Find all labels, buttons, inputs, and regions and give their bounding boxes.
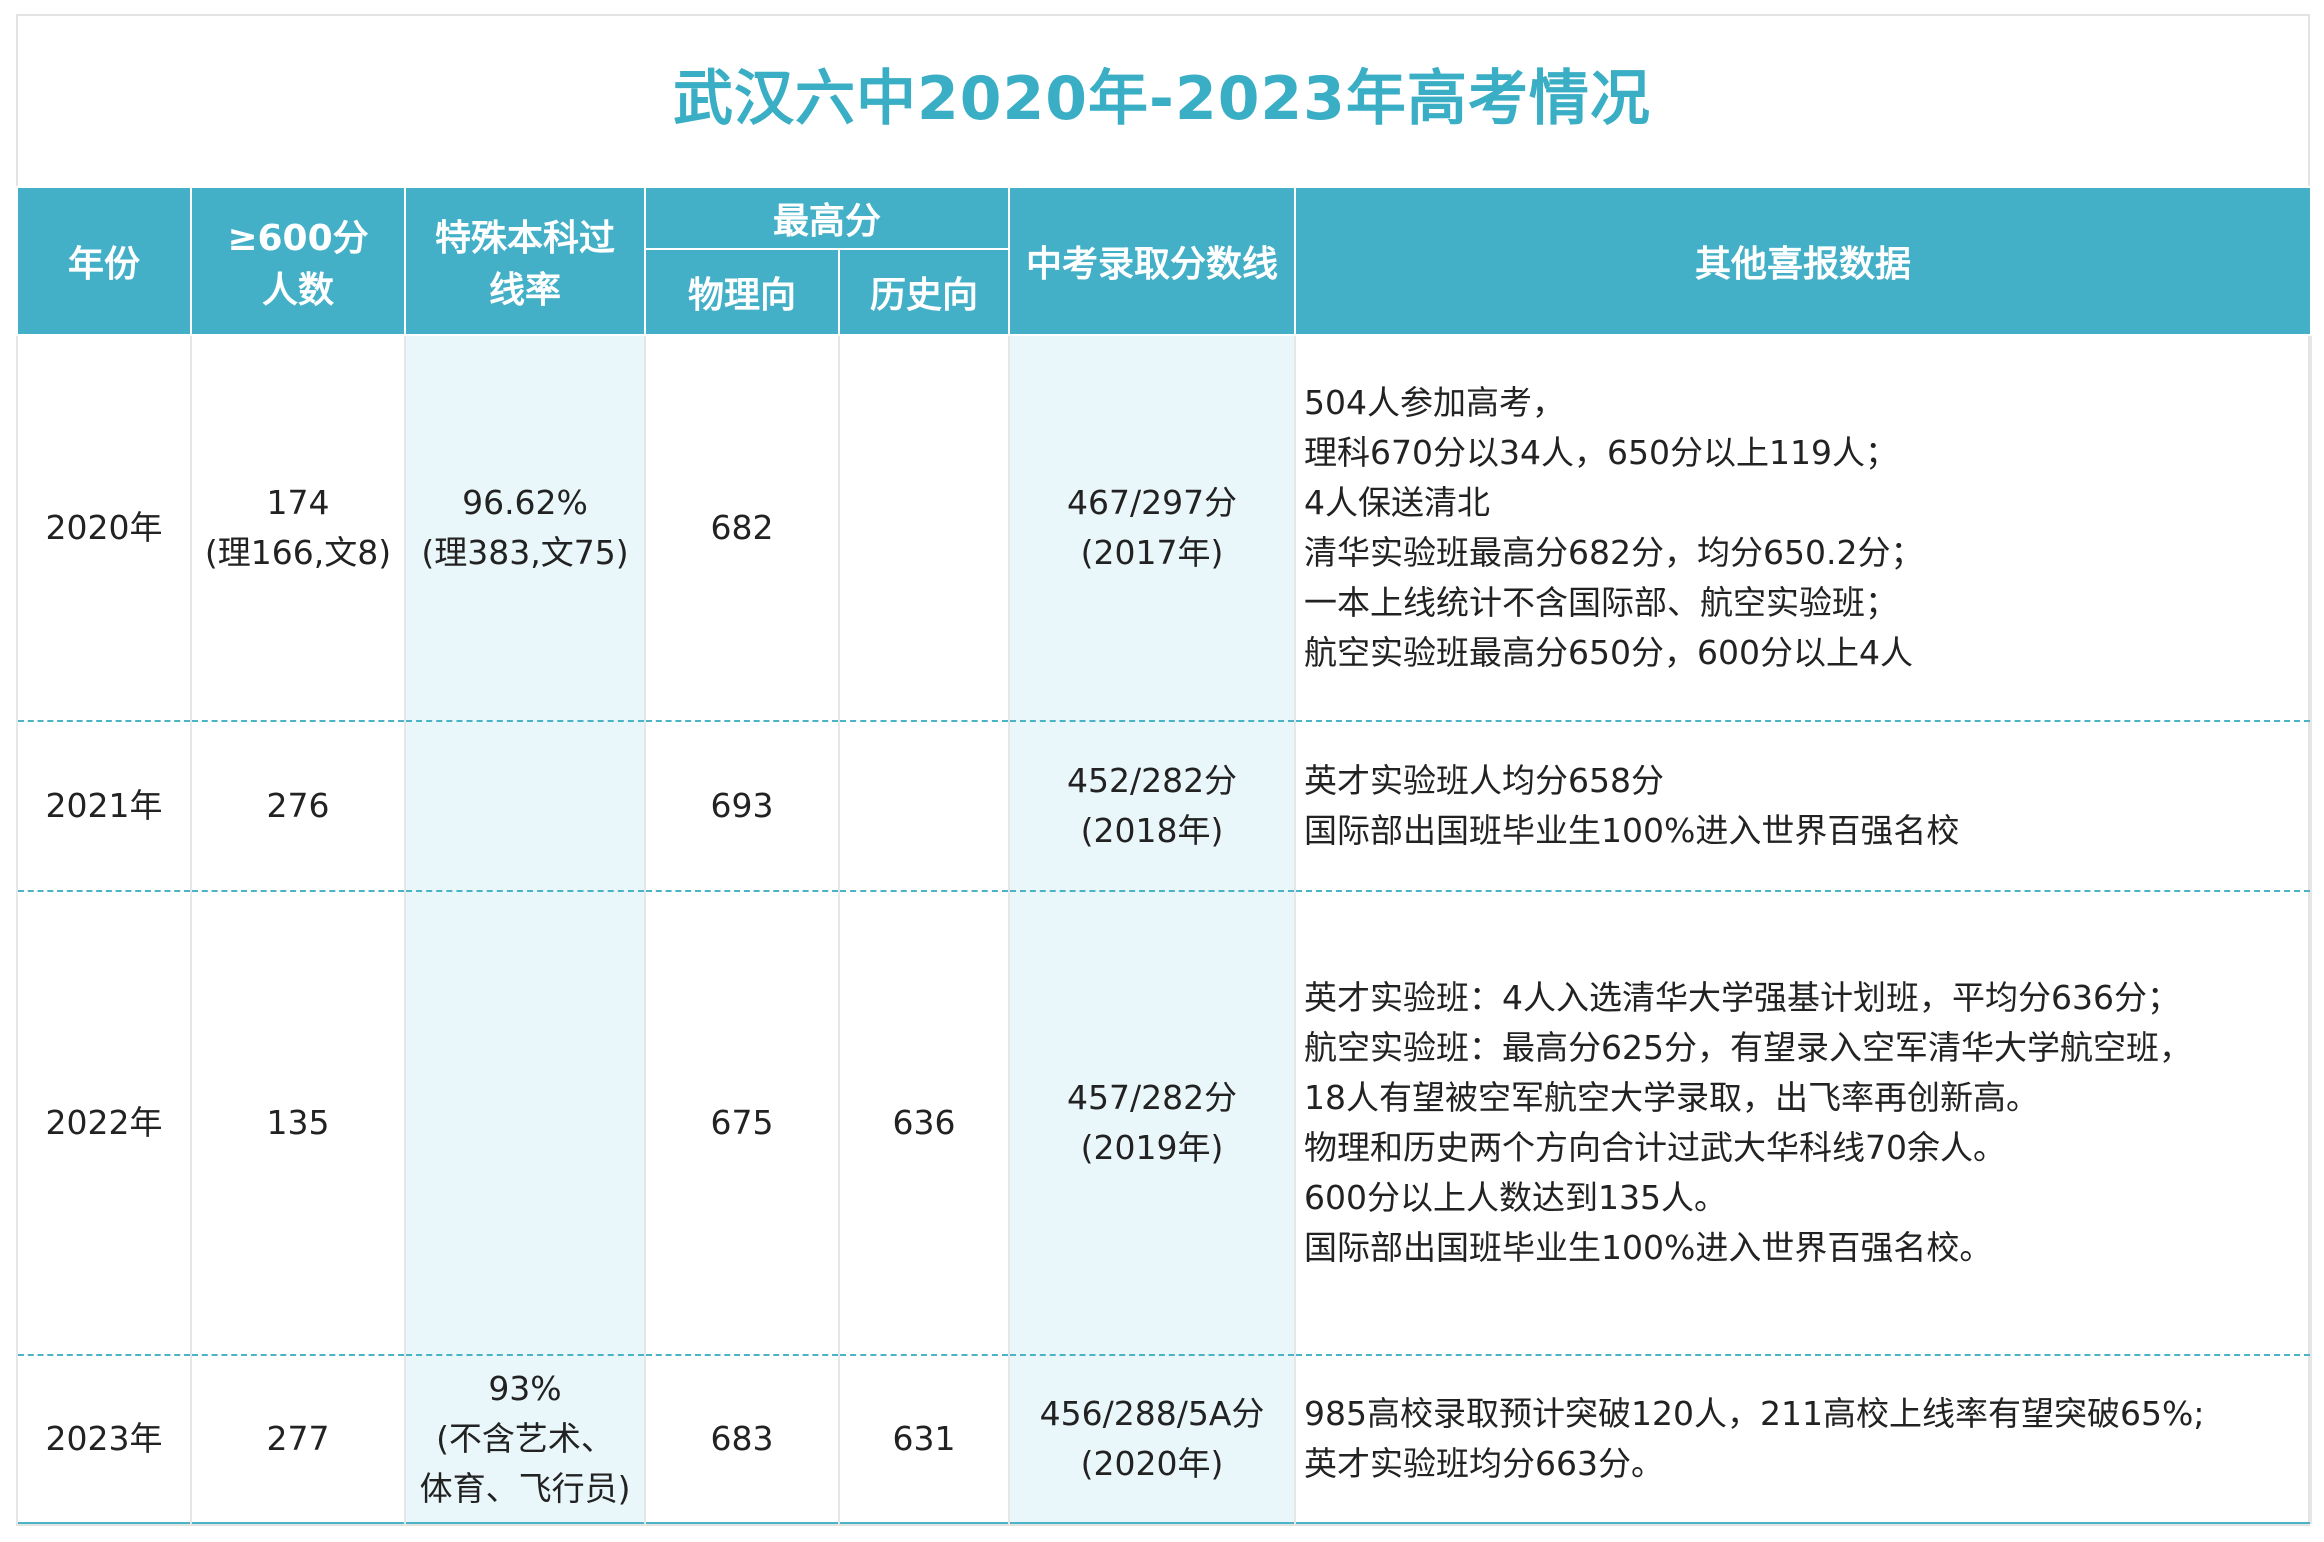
cell-over600: 174 (理166,文8) (190, 335, 406, 721)
cell-other: 英才实验班人均分658分国际部出国班毕业生100%进入世界百强名校 (1294, 721, 2313, 891)
cell-over600-line: (理166,文8) (204, 533, 392, 572)
header-over600-line2: 人数 (261, 270, 334, 311)
cell-year: 2020年 (16, 335, 192, 721)
cell-over600-line: 135 (266, 1103, 330, 1142)
header-other: 其他喜报数据 (1294, 186, 2313, 336)
cell-other: 985高校录取预计突破120人，211高校上线率有望突破65%; 英才实验班均分6… (1294, 1355, 2313, 1523)
cell-zhongkao-line: (2017年) (1080, 533, 1224, 572)
cell-zhongkao: 467/297分 (2017年) (1008, 335, 1297, 721)
cell-special (404, 721, 646, 891)
cell-other: 504人参加高考， 理科670分以34人，650分以上119人； 4人保送清北清华实… (1294, 335, 2313, 721)
cell-zhongkao-line: 452/282分 (1066, 761, 1238, 800)
cell-zhongkao-line: 457/282分 (1066, 1078, 1238, 1117)
cell-special (404, 891, 646, 1355)
header-special-line2: 线率 (488, 270, 561, 311)
cell-special-line: (不含艺术、 (436, 1419, 614, 1458)
cell-other-line: 985高校录取预计突破120人，211高校上线率有望突破65%; (1304, 1394, 2205, 1433)
cell-zhongkao-line: (2019年) (1080, 1128, 1224, 1167)
results-table: 年份 ≥600分 人数 特殊本科过 线率 最高分 中考录取分数线 其他喜报数据 … (16, 186, 2313, 1524)
cell-other-line: 英才实验班均分663分。 (1304, 1444, 1665, 1483)
cell-year: 2022年 (16, 891, 192, 1355)
cell-other: 英才实验班：4人入选清华大学强基计划班，平均分636分； 航空实验班：最高分625… (1294, 891, 2313, 1355)
table-row: 2021年 276 693 452/282分 (2018年) 英才实验班人均分658分国际… (16, 721, 2313, 891)
header-year: 年份 (16, 186, 192, 336)
cell-zhongkao-line: (2018年) (1080, 811, 1224, 850)
cell-zhongkao: 457/282分 (2019年) (1008, 891, 1297, 1355)
table-body: 2020年 174 (理166,文8) 96.62% (理383,文75) 682 467/… (16, 335, 2313, 1523)
table-row: 2023年 277 93% (不含艺术、 体育、飞行员) 683 631 456/288/5A… (16, 1355, 2313, 1523)
cell-zhongkao-line: 456/288/5A分 (1039, 1394, 1265, 1433)
header-special-line1: 特殊本科过 (434, 218, 615, 259)
cell-special-line: 体育、飞行员) (419, 1469, 631, 1508)
cell-history: 636 (837, 891, 1011, 1355)
table-header: 年份 ≥600分 人数 特殊本科过 线率 最高分 中考录取分数线 其他喜报数据 … (16, 186, 2313, 336)
cell-other-line: 物理和历史两个方向合计过武大华科线70余人。 (1304, 1128, 2007, 1167)
cell-other-line: 英才实验班：4人入选清华大学强基计划班，平均分636分； (1304, 978, 2180, 1017)
cell-other-line: 国际部出国班毕业生100%进入世界百强名校。 (1304, 1228, 1993, 1267)
header-physics: 物理向 (644, 248, 840, 336)
header-over600: ≥600分 人数 (190, 186, 406, 336)
cell-zhongkao: 456/288/5A分 (2020年) (1008, 1355, 1297, 1523)
cell-special-line: (理383,文75) (421, 533, 629, 572)
cell-zhongkao-line: (2020年) (1080, 1444, 1224, 1483)
cell-other-line: 英才实验班人均分658分 (1304, 761, 1665, 800)
cell-special: 96.62% (理383,文75) (404, 335, 646, 721)
cell-other-line: 4人保送清北 (1304, 483, 1491, 522)
cell-other-line: 航空实验班：最高分625分，有望录入空军清华大学航空班， (1304, 1028, 2193, 1067)
cell-over600-line: 174 (266, 483, 330, 522)
cell-over600-line: 277 (266, 1419, 330, 1458)
cell-other-line: 600分以上人数达到135人。 (1304, 1178, 1727, 1217)
header-over600-line1: ≥600分 (227, 218, 369, 259)
cell-over600: 276 (190, 721, 406, 891)
cell-zhongkao: 452/282分 (2018年) (1008, 721, 1297, 891)
header-max-score: 最高分 (643, 186, 1011, 250)
cell-history (837, 721, 1011, 891)
cell-other-line: 国际部出国班毕业生100%进入世界百强名校 (1304, 811, 1960, 850)
table-row: 2022年 135 675 636 457/282分 (2019年) 英才实验班：4人入选清… (16, 891, 2313, 1355)
cell-history (837, 335, 1011, 721)
cell-over600: 277 (190, 1355, 406, 1523)
cell-special: 93% (不含艺术、 体育、飞行员) (404, 1355, 646, 1523)
cell-other-line: 理科670分以34人，650分以上119人； (1304, 433, 1898, 472)
header-history: 历史向 (837, 248, 1011, 336)
cell-other-line: 18人有望被空军航空大学录取，出飞率再创新高。 (1304, 1078, 2040, 1117)
cell-other-line: 504人参加高考， (1304, 383, 1566, 422)
cell-special-line: 96.62% (462, 483, 588, 522)
cell-year: 2021年 (16, 721, 192, 891)
page-title: 武汉六中2020年-2023年高考情况 (673, 63, 1651, 134)
cell-physics: 683 (644, 1355, 840, 1523)
cell-physics: 682 (644, 335, 840, 721)
cell-over600: 135 (190, 891, 406, 1355)
cell-zhongkao-line: 467/297分 (1066, 483, 1238, 522)
cell-history: 631 (837, 1355, 1011, 1523)
cell-physics: 675 (644, 891, 840, 1355)
cell-year: 2023年 (16, 1355, 192, 1523)
cell-special-line: 93% (488, 1369, 562, 1408)
header-zhongkao: 中考录取分数线 (1008, 186, 1297, 336)
cell-other-line: 清华实验班最高分682分，均分650.2分； (1304, 533, 1924, 572)
table-row: 2020年 174 (理166,文8) 96.62% (理383,文75) 682 467/… (16, 335, 2313, 721)
header-special: 特殊本科过 线率 (404, 186, 646, 336)
cell-other-line: 航空实验班最高分650分，600分以上4人 (1304, 633, 1913, 672)
cell-over600-line: 276 (266, 786, 330, 825)
cell-physics: 693 (644, 721, 840, 891)
cell-other-line: 一本上线统计不含国际部、航空实验班； (1304, 583, 1899, 622)
